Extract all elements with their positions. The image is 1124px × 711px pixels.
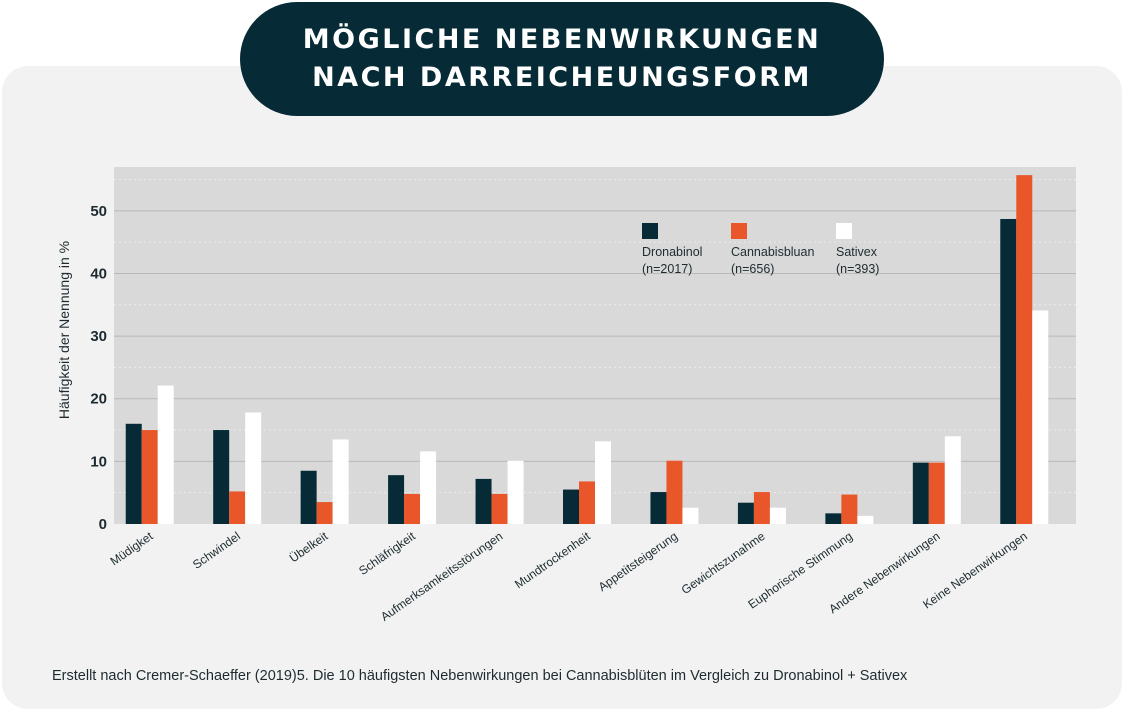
x-tick-label: Schläfrigkeit xyxy=(356,529,418,578)
legend-label: Cannabisbluan xyxy=(731,245,814,259)
y-tick-label: 50 xyxy=(90,203,107,220)
y-tick-label: 0 xyxy=(99,516,107,533)
legend-swatch-dronabinol xyxy=(642,223,658,239)
bar-sativex-3 xyxy=(420,451,437,524)
legend-sublabel: (n=656) xyxy=(731,262,774,276)
bar-cannabisbluan-1 xyxy=(229,491,246,524)
legend-swatch-sativex xyxy=(836,223,852,239)
bar-dronabinol-3 xyxy=(388,475,405,524)
legend-swatch-cannabisbluan xyxy=(731,223,747,239)
x-tick-label: Appetitsteigerung xyxy=(596,529,681,594)
source-caption: Erstellt nach Cremer-Schaeffer (2019)5. … xyxy=(52,668,908,684)
bar-dronabinol-1 xyxy=(213,430,230,524)
bar-sativex-1 xyxy=(245,412,262,524)
chart-title-line-2: NACH DARREICHEUNGSFORM xyxy=(312,62,812,93)
x-tick-label: Gewichtszunahme xyxy=(679,529,768,597)
bar-sativex-8 xyxy=(857,515,874,524)
bar-cannabisbluan-9 xyxy=(928,462,945,524)
legend-sublabel: (n=2017) xyxy=(642,262,692,276)
bar-cannabisbluan-7 xyxy=(753,492,770,524)
bar-dronabinol-0 xyxy=(125,423,142,524)
bar-dronabinol-9 xyxy=(912,462,929,524)
y-tick-label: 20 xyxy=(90,391,107,408)
bar-sativex-5 xyxy=(595,441,611,524)
chart-title-line-1: MÖGLICHE NEBENWIRKUNGEN xyxy=(302,24,822,55)
bar-sativex-0 xyxy=(157,385,174,524)
bar-dronabinol-7 xyxy=(737,502,754,524)
x-tick-label: Müdigket xyxy=(108,529,156,569)
bar-dronabinol-5 xyxy=(563,489,579,524)
chart-title: MÖGLICHE NEBENWIRKUNGEN NACH DARREICHEUN… xyxy=(240,2,884,116)
bar-sativex-4 xyxy=(507,460,524,524)
bar-dronabinol-4 xyxy=(475,478,492,524)
legend-label: Dronabinol xyxy=(642,245,702,259)
bar-cannabisbluan-3 xyxy=(404,493,421,524)
bar-cannabisbluan-0 xyxy=(141,430,158,524)
bar-cannabisbluan-8 xyxy=(841,494,858,524)
bar-cannabisbluan-2 xyxy=(316,502,333,524)
legend-sublabel: (n=393) xyxy=(836,262,879,276)
x-tick-label: Schwindel xyxy=(190,529,243,572)
bar-cannabisbluan-5 xyxy=(579,481,595,524)
y-tick-label: 10 xyxy=(90,453,107,470)
bar-dronabinol-8 xyxy=(825,513,842,524)
bar-dronabinol-10 xyxy=(1000,218,1017,525)
legend-label: Sativex xyxy=(836,245,878,259)
bar-dronabinol-2 xyxy=(300,470,317,524)
x-tick-label: Mundtrockenheit xyxy=(512,529,593,592)
bar-cannabisbluan-6 xyxy=(666,460,683,524)
y-tick-label: 30 xyxy=(90,328,107,345)
bar-sativex-10 xyxy=(1032,310,1049,524)
bar-sativex-2 xyxy=(332,439,349,524)
bar-dronabinol-6 xyxy=(650,492,667,524)
y-axis-label: Häufigkeit der Nennung in % xyxy=(56,241,72,419)
bar-sativex-7 xyxy=(769,507,786,524)
x-tick-label: Übelkeit xyxy=(287,529,331,566)
bar-sativex-9 xyxy=(944,436,961,524)
y-tick-label: 40 xyxy=(90,265,107,282)
bar-sativex-6 xyxy=(682,507,699,524)
bar-cannabisbluan-10 xyxy=(1016,175,1033,525)
bar-cannabisbluan-4 xyxy=(491,493,508,524)
